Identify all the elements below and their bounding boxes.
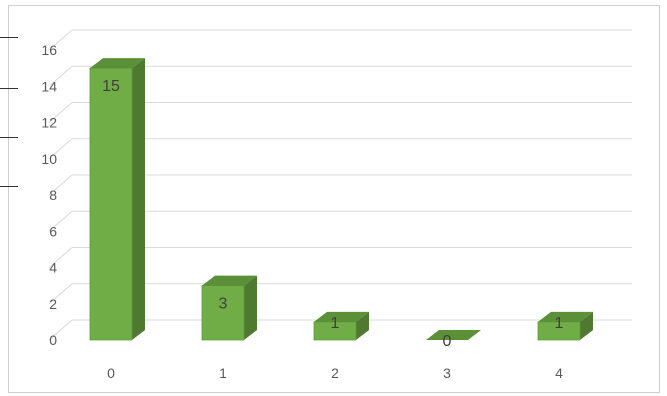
data-label: 1 bbox=[555, 315, 564, 332]
bar-top bbox=[314, 311, 369, 322]
gridline-depth bbox=[48, 210, 73, 232]
bar bbox=[89, 67, 133, 341]
bar-side bbox=[132, 58, 145, 340]
bar-top bbox=[538, 311, 593, 322]
y-tick-label: 12 bbox=[41, 115, 57, 131]
bar-side bbox=[356, 311, 369, 340]
bar-side bbox=[580, 311, 593, 340]
x-tick-label: 4 bbox=[555, 365, 563, 381]
bar-top bbox=[202, 275, 257, 286]
gridline-depth bbox=[48, 319, 73, 341]
data-label: 3 bbox=[219, 296, 228, 313]
data-label: 15 bbox=[102, 78, 120, 95]
bar-top bbox=[90, 58, 145, 69]
y-tick-label: 0 bbox=[49, 332, 57, 348]
y-axis-ticks: 0 2 4 6 8 10 12 14 16 bbox=[41, 42, 57, 348]
x-tick-label: 3 bbox=[443, 365, 451, 381]
gridline-depth bbox=[48, 65, 73, 87]
gridline-depth bbox=[48, 102, 73, 123]
bar-top bbox=[426, 330, 481, 340]
left-edge-rule bbox=[0, 88, 18, 89]
y-tick-label: 10 bbox=[41, 151, 57, 167]
left-edge-rule bbox=[0, 137, 18, 138]
bar-side bbox=[244, 275, 257, 340]
bar bbox=[201, 285, 245, 341]
gridline-depth bbox=[48, 138, 73, 160]
y-tick-label: 14 bbox=[41, 78, 57, 94]
x-tick-label: 2 bbox=[331, 365, 339, 381]
bars: 15 3 1 0 1 bbox=[89, 58, 593, 350]
data-label: 1 bbox=[331, 315, 340, 332]
y-tick-label: 16 bbox=[41, 42, 57, 58]
gridline-depth bbox=[48, 283, 73, 305]
y-tick-label: 4 bbox=[49, 260, 57, 276]
left-edge-rule bbox=[0, 37, 18, 38]
y-tick-label: 2 bbox=[49, 296, 57, 312]
gridline-depth bbox=[48, 247, 73, 268]
y-tick-label: 8 bbox=[49, 187, 57, 203]
x-tick-label: 1 bbox=[219, 365, 227, 381]
x-tick-label: 0 bbox=[107, 365, 115, 381]
gridline-depth bbox=[48, 29, 73, 51]
x-axis-ticks: 0 1 2 3 4 bbox=[107, 365, 563, 381]
data-label: 0 bbox=[443, 333, 452, 350]
gridline-depth bbox=[48, 174, 73, 196]
gridlines bbox=[48, 29, 632, 341]
left-edge-rule bbox=[0, 186, 18, 187]
y-tick-label: 6 bbox=[49, 223, 57, 239]
